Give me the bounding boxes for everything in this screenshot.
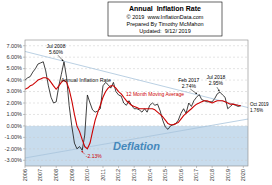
y-tick — [23, 57, 25, 58]
plot-area — [25, 46, 248, 166]
x-tick-label: 2010 — [84, 169, 90, 181]
x-tick-label: 2019 — [225, 169, 231, 181]
x-tick — [102, 166, 103, 168]
x-tick-label: 2008 — [53, 169, 59, 181]
x-tick-label: 2011 — [100, 169, 106, 181]
grid-line — [25, 125, 248, 126]
y-tick — [23, 125, 25, 126]
x-tick — [118, 166, 119, 168]
x-tick-label: 2015 — [162, 169, 168, 181]
shaded-band — [25, 126, 248, 166]
grid-line — [25, 160, 248, 161]
x-tick — [212, 166, 213, 168]
arrow-shaft — [190, 89, 197, 94]
annotation-line: 1.76% — [250, 108, 263, 113]
subtitle: Prepared By Timothy McMahon — [126, 21, 203, 27]
x-tick — [87, 166, 88, 168]
annotation-arrow — [217, 87, 220, 91]
x-tick — [71, 166, 72, 168]
trend-line — [25, 119, 248, 158]
arrow-shaft — [81, 151, 84, 154]
x-tick-label: 2009 — [69, 169, 75, 181]
arrow-shaft — [58, 55, 63, 61]
x-tick-label: 2017 — [193, 169, 199, 181]
x-tick-label: 2016 — [178, 169, 184, 181]
annotation-arrow — [58, 55, 63, 61]
y-tick-label: 0.00% — [6, 123, 22, 129]
subtitle: Updated: 9/12/ 2019 — [139, 28, 190, 34]
y-tick — [23, 80, 25, 81]
y-tick — [23, 68, 25, 69]
x-tick — [25, 166, 26, 168]
annotation-arrow — [190, 89, 197, 94]
y-tick-label: -2.00% — [5, 146, 23, 152]
series-line — [25, 78, 241, 149]
y-tick-label: 3.00% — [6, 88, 22, 94]
x-tick — [227, 166, 228, 168]
x-tick — [180, 166, 181, 168]
y-tick — [23, 137, 25, 138]
x-tick — [134, 166, 135, 168]
series-label: Annual Inflation Rate — [61, 77, 111, 83]
annotation-line: -2.13% — [86, 153, 102, 159]
grid-line — [25, 114, 248, 115]
annotation: Jul 20085.60% — [47, 43, 66, 55]
series-label: 12 Month Moving Average — [126, 91, 184, 97]
band-label: Deflation — [113, 140, 160, 152]
y-tick — [23, 91, 25, 92]
y-tick — [23, 148, 25, 149]
y-tick-label: 4.00% — [6, 77, 22, 83]
x-tick — [243, 166, 244, 168]
annotation-line: 2.74% — [182, 83, 197, 89]
x-tick-label: 2013 — [131, 169, 137, 181]
y-tick — [23, 45, 25, 46]
arrow-head — [81, 151, 83, 153]
x-tick-label: 2012 — [115, 169, 121, 181]
arrow-shaft — [217, 87, 220, 91]
series-line — [25, 62, 241, 151]
y-tick-label: -3.00% — [5, 157, 23, 163]
annotation-line: 2.95% — [209, 80, 224, 86]
y-tick-label: 1.00% — [6, 111, 22, 117]
subtitle: © 2019 www.InflationData.com — [127, 14, 204, 20]
x-tick-label: 2007 — [37, 169, 43, 181]
annotation: Jul 20182.95% — [206, 74, 225, 86]
arrow-head — [218, 89, 220, 91]
chart: -3.00% -2.00% -1.00% 0.00% 1.00% 2.00% 3.00% 4.… — [0, 0, 272, 185]
plot-frame — [25, 40, 248, 166]
y-tick-label: -1.00% — [5, 134, 23, 140]
annotation: Feb 20172.74% — [178, 77, 199, 89]
x-tick — [149, 166, 150, 168]
x-tick-label: 2020 — [240, 169, 246, 181]
annotation-line: 5.60% — [49, 49, 64, 55]
annotation: -2.13% — [86, 153, 102, 159]
arrow-head — [62, 59, 64, 61]
x-tick-label: 2014 — [147, 169, 153, 181]
grid-line — [25, 57, 248, 58]
x-tick — [56, 166, 57, 168]
title-box — [108, 2, 222, 36]
annotation-arrow — [81, 151, 84, 154]
arrow-head — [195, 92, 197, 94]
y-tick-label: 5.00% — [6, 65, 22, 71]
x-tick — [165, 166, 166, 168]
y-tick — [23, 114, 25, 115]
y-tick-label: 6.00% — [6, 54, 22, 60]
x-tick-label: 2006 — [22, 169, 28, 181]
y-tick — [23, 160, 25, 161]
annotation-line: Oct 2019 — [250, 102, 269, 107]
title: Annual Inflation Rate — [129, 5, 201, 12]
annotation: Oct 20191.76% — [250, 102, 269, 113]
y-tick-label: 7.00% — [6, 43, 22, 49]
x-tick — [40, 166, 41, 168]
y-tick — [23, 103, 25, 104]
y-tick-label: 2.00% — [6, 100, 22, 106]
x-tick-label: 2018 — [209, 169, 215, 181]
x-tick — [196, 166, 197, 168]
grid-line — [25, 68, 248, 69]
grid-line — [25, 137, 248, 138]
grid-line — [25, 103, 248, 104]
